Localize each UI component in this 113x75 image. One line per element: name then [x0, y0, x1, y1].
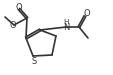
Text: O: O [83, 10, 89, 19]
Text: N: N [62, 23, 69, 32]
Text: O: O [10, 22, 16, 31]
Text: O: O [16, 2, 22, 11]
Text: H: H [63, 19, 68, 25]
Text: S: S [31, 56, 36, 65]
